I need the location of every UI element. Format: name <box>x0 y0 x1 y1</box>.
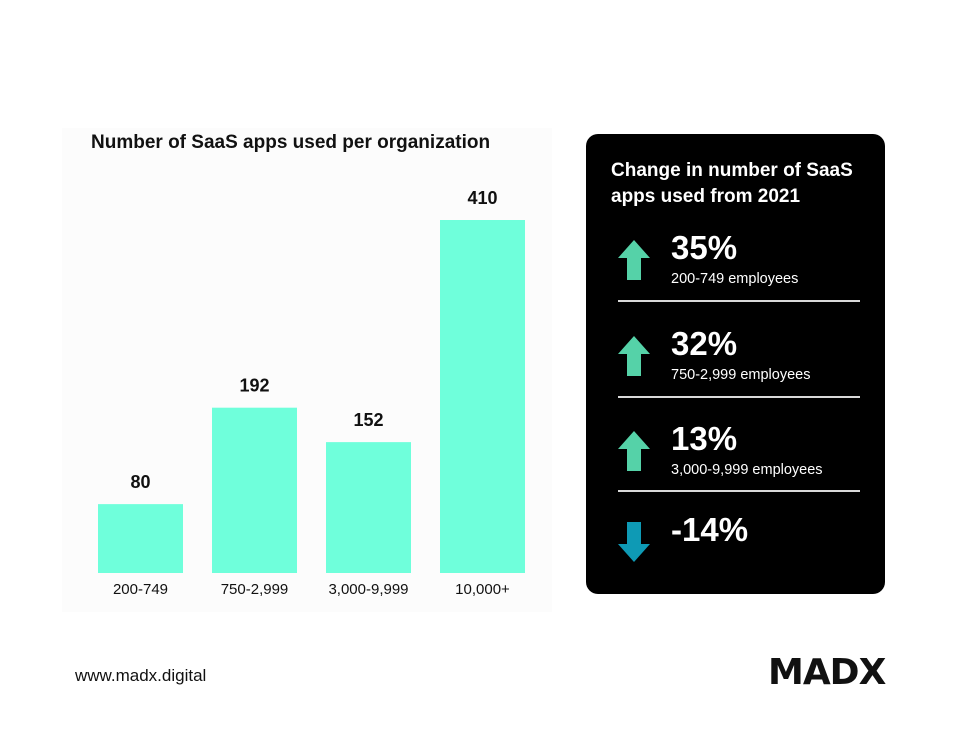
change-label: 200-749 employees <box>671 271 799 287</box>
change-card-title: Change in number of SaaS apps used from … <box>611 160 853 207</box>
arrow-down-icon <box>618 522 650 562</box>
bar-value-label: 80 <box>130 472 150 492</box>
x-tick-label: 10,000+ <box>455 581 510 598</box>
change-percent: 32% <box>671 325 738 362</box>
arrow-up-icon <box>618 431 650 471</box>
bar-value-label: 410 <box>467 188 497 208</box>
madx-logo: MADX <box>768 652 886 693</box>
change-item-200-749: 35% 200-749 employees <box>586 229 885 304</box>
change-item-3000-9999: 13% 3,000-9,999 employees <box>586 420 885 495</box>
bar-200-749 <box>98 504 183 573</box>
change-card: Change in number of SaaS apps used from … <box>586 134 885 594</box>
change-percent: 13% <box>671 420 738 457</box>
divider <box>618 396 860 398</box>
change-item-750-2999: 32% 750-2,999 employees <box>586 325 885 400</box>
change-percent: -14% <box>671 511 749 548</box>
bar-value-label: 152 <box>353 410 383 430</box>
x-tick-label: 750-2,999 <box>221 581 289 598</box>
divider <box>618 300 860 302</box>
change-percent: 35% <box>671 229 738 266</box>
arrow-up-icon <box>618 336 650 376</box>
x-tick-label: 3,000-9,999 <box>328 581 408 598</box>
bar-10-000 <box>440 220 525 573</box>
change-label: 3,000-9,999 employees <box>671 462 823 478</box>
bar-value-label: 192 <box>239 376 269 396</box>
divider <box>618 490 860 492</box>
chart-title: Number of SaaS apps used per organizatio… <box>91 132 491 153</box>
arrow-up-icon <box>618 240 650 280</box>
bar-3-000-9-999 <box>326 442 411 573</box>
change-label: 750-2,999 employees <box>671 367 811 383</box>
x-tick-label: 200-749 <box>113 581 168 598</box>
change-item-10000-plus: -14% <box>586 511 885 586</box>
footer-url: www.madx.digital <box>75 666 207 685</box>
bar-750-2-999 <box>212 407 297 573</box>
